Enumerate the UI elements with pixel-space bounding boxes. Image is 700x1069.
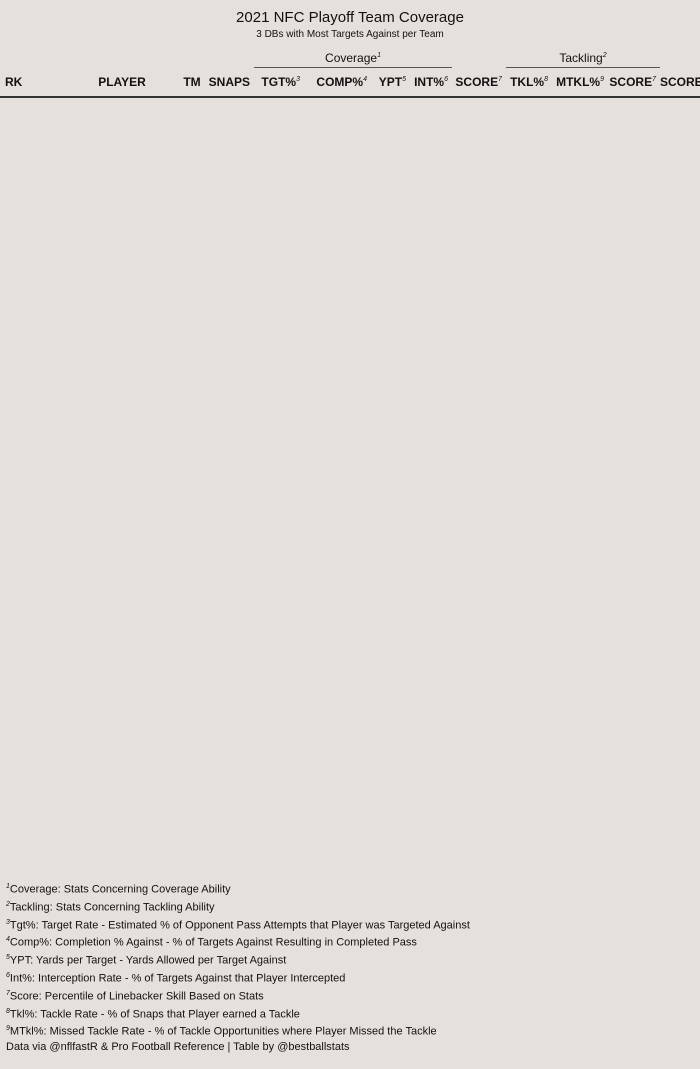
footnote-text: Int%: Interception Rate - % of Targets A… [9, 972, 346, 985]
footnote-number: 4 [6, 936, 10, 944]
footnote: 3Tgt%: Target Rate - Estimated % of Oppo… [6, 914, 694, 932]
footnotes: 1Coverage: Stats Concerning Coverage Abi… [6, 878, 694, 1056]
col-int-label: INT% [414, 75, 445, 89]
col-comp-sup: 4 [363, 76, 367, 83]
col-ypt-label: YPT [378, 75, 403, 89]
col-overall-score: SCORE7 [660, 67, 700, 98]
col-snaps: SNAPS [208, 67, 254, 98]
col-coverage-score-label: SCORE [455, 74, 499, 89]
col-tgt: TGT%3 [254, 67, 304, 98]
footnote: 8Tkl%: Tackle Rate - % of Snaps that Pla… [6, 1003, 694, 1021]
col-tm: TM [176, 67, 208, 98]
col-coverage-score-sup: 7 [498, 75, 502, 83]
footnote-text: YPT: Yards per Target - Yards Allowed pe… [9, 954, 287, 967]
footnote-text: MTkl%: Missed Tackle Rate - % of Tackle … [9, 1026, 437, 1039]
col-tgt-sup: 3 [296, 76, 300, 83]
coverage-group-header: Coverage1 [254, 43, 452, 68]
col-ypt: YPT5 [371, 67, 410, 98]
footnote-number: 8 [6, 1007, 10, 1015]
credit-line: Data via @nflfastR & Pro Football Refere… [6, 1041, 350, 1054]
footnote-number: 3 [6, 918, 10, 926]
col-tackling-score-label: SCORE [609, 75, 653, 89]
coverage-group-sup: 1 [377, 52, 381, 59]
col-ypt-sup: 5 [402, 76, 406, 83]
coverage-table: Coverage1 Tackling2 RK PLAYER TM SNAPS T… [0, 43, 700, 98]
col-rk: RK [0, 67, 31, 98]
footnote-number: 9 [6, 1025, 10, 1033]
col-tackling-score-sup: 7 [652, 76, 657, 83]
footnote: 4Comp%: Completion % Against - % of Targ… [6, 931, 694, 949]
table-subtitle: 3 DBs with Most Targets Against per Team [256, 29, 444, 40]
footnote-text: Tackling: Stats Concerning Tackling Abil… [9, 901, 215, 914]
footnote-number: 6 [6, 971, 10, 979]
footnote-list: 1Coverage: Stats Concerning Coverage Abi… [6, 878, 694, 1038]
col-int: INT%6 [410, 67, 452, 98]
footnote-text: Score: Percentile of Linebacker Skill Ba… [9, 990, 264, 1003]
col-tkl-sup: 8 [544, 76, 548, 83]
footnote-number: 7 [6, 989, 10, 997]
footnote-number: 1 [6, 883, 10, 890]
footnote-number: 5 [6, 954, 10, 962]
col-mtkl-sup: 9 [600, 76, 604, 83]
col-int-sup: 6 [444, 76, 448, 83]
footnote: 7Score: Percentile of Linebacker Skill B… [6, 985, 694, 1003]
footnote-number: 2 [6, 900, 10, 908]
footnote: 9MTkl%: Missed Tackle Rate - % of Tackle… [6, 1020, 694, 1038]
col-tkl: TKL%8 [506, 67, 552, 98]
col-player: PLAYER [68, 67, 176, 98]
col-coverage-score: SCORE7 [452, 67, 506, 98]
footnote: 1Coverage: Stats Concerning Coverage Abi… [6, 878, 694, 896]
col-mtkl: MTKL%9 [552, 67, 608, 98]
footnote-text: Tgt%: Target Rate - Estimated % of Oppon… [9, 919, 470, 932]
tackling-group-label: Tackling [559, 51, 603, 65]
tackling-group-header: Tackling2 [506, 43, 661, 68]
column-header-row: RK PLAYER TM SNAPS TGT%3 COMP%4 YPT5 INT… [0, 67, 700, 98]
coverage-group-label: Coverage [325, 51, 378, 65]
footnote-text: Tkl%: Tackle Rate - % of Snaps that Play… [9, 1008, 300, 1021]
group-header-row: Coverage1 Tackling2 [0, 43, 700, 68]
tackling-group-sup: 2 [602, 52, 607, 59]
footnote-text: Comp%: Completion % Against - % of Targe… [9, 937, 417, 950]
col-comp: COMP%4 [304, 67, 371, 98]
col-tgt-label: TGT% [261, 75, 297, 89]
footnote: 5YPT: Yards per Target - Yards Allowed p… [6, 949, 694, 967]
col-mtkl-label: MTKL% [556, 75, 601, 89]
footnote: 2Tackling: Stats Concerning Tackling Abi… [6, 896, 694, 914]
table-title: 2021 NFC Playoff Team Coverage [236, 9, 464, 26]
col-comp-label: COMP% [316, 75, 364, 89]
footnote: 6Int%: Interception Rate - % of Targets … [6, 967, 694, 985]
col-overall-score-label: SCORE [660, 74, 700, 89]
col-tackling-score: SCORE7 [608, 67, 661, 98]
col-tkl-label: TKL% [510, 75, 545, 89]
footnote-text: Coverage: Stats Concerning Coverage Abil… [9, 883, 231, 896]
